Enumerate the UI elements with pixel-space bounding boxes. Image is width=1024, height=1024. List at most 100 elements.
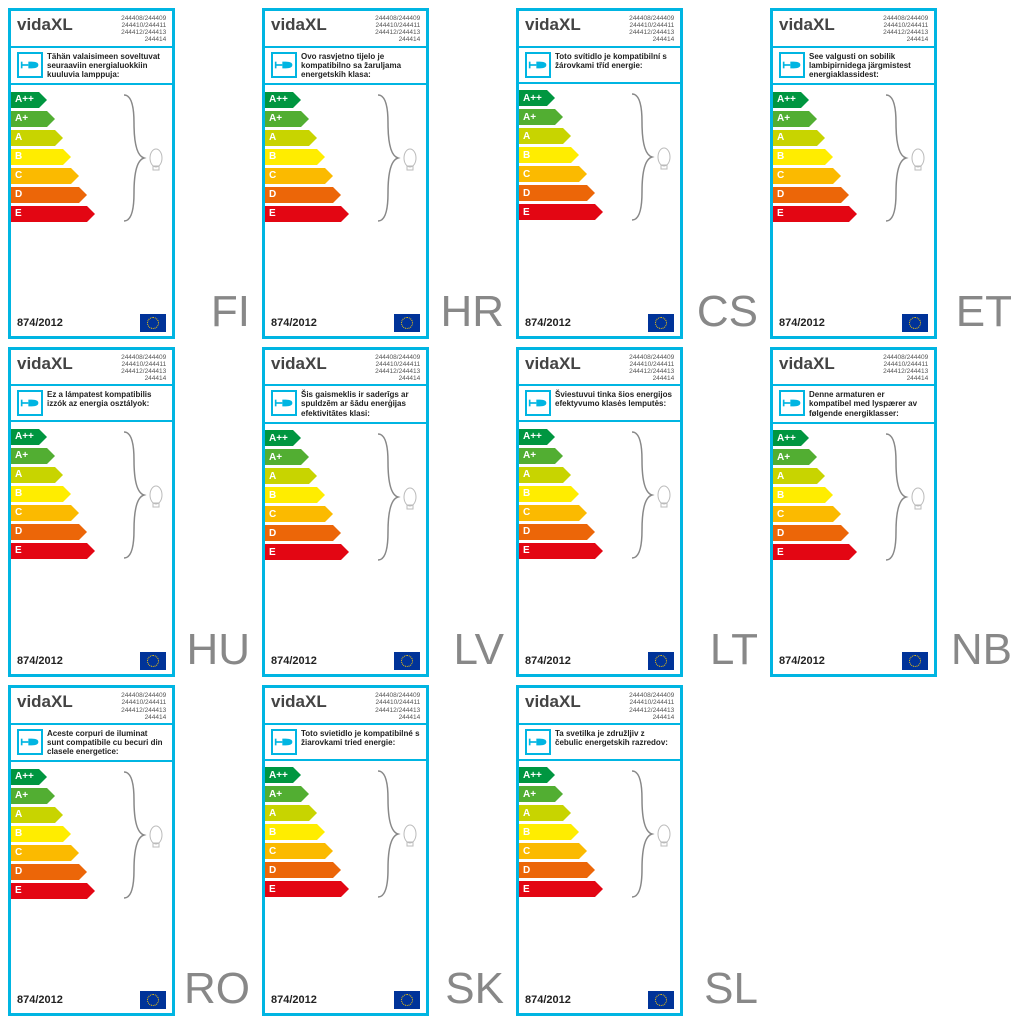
lamp-icon-box [525,729,551,755]
brand-name: vidaXL [779,15,835,44]
rating-arrow: A+ [773,111,809,127]
energy-label-card: vidaXL244408/244409244410/244411244412/2… [8,8,175,339]
brace-bulb-indicator [370,93,420,223]
rating-arrow-tip [809,449,817,465]
brace-bulb-indicator [116,770,166,900]
rating-brace [116,93,166,223]
rating-arrow-tip [87,206,95,222]
rating-arrow-tip [833,506,841,522]
rating-arrow: A [265,805,309,821]
brand-name: vidaXL [525,15,581,44]
lamp-icon-box [271,729,297,755]
lamp-icon-box [779,52,805,78]
rating-arrow: A+ [265,449,301,465]
rating-arrow-tip [79,864,87,880]
rating-arrow-tip [571,147,579,163]
rating-arrow-tip [563,467,571,483]
rating-arrow-tip [817,130,825,146]
rating-arrow-tip [309,468,317,484]
compatibility-text: Toto svietidlo je kompatibilné s žiarovk… [301,729,420,755]
eu-flag-icon [140,314,166,332]
rating-arrow: D [519,862,587,878]
rating-arrow-tip [55,467,63,483]
rating-arrow-tip [595,881,603,897]
energy-label-card: vidaXL244408/244409244410/244411244412/2… [8,347,175,678]
compatibility-text: Šviestuvui tinka šios energijos efektyvu… [555,390,674,416]
product-codes: 244408/244409244410/244411244412/2444132… [375,354,420,383]
rating-arrow: B [11,149,63,165]
energy-label-card: vidaXL244408/244409244410/244411244412/2… [770,347,937,678]
rating-arrow: E [265,881,341,897]
product-codes: 244408/244409244410/244411244412/2444132… [375,692,420,721]
regulation-number: 874/2012 [17,655,63,667]
rating-arrow-tip [325,843,333,859]
brace-bulb-indicator [116,93,166,223]
lamp-icon [274,734,294,750]
rating-arrow: E [11,206,87,222]
rating-arrow-tip [547,767,555,783]
rating-scale: A++A+ABCDE [265,85,426,312]
lamp-icon [20,395,40,411]
rating-arrow: A++ [265,92,293,108]
rating-arrow-tip [87,543,95,559]
eu-flag-icon [140,652,166,670]
brace-bulb-indicator [624,92,674,222]
rating-scale: A++A+ABCDE [773,85,934,312]
rating-arrow: C [265,506,325,522]
eu-flag-icon [648,314,674,332]
rating-arrow: D [11,187,79,203]
rating-arrow: A++ [11,92,39,108]
rating-arrow-tip [587,524,595,540]
rating-arrow: D [519,524,587,540]
energy-labels-grid: vidaXL 244408/244409244410/244411244412/2… [8,8,1016,1016]
product-codes: 244408/244409244410/244411244412/2444132… [629,15,674,44]
rating-arrow-tip [293,92,301,108]
rating-arrow-tip [809,111,817,127]
rating-arrow-tip [849,206,857,222]
rating-arrow-tip [39,769,47,785]
energy-label-card: vidaXL244408/244409244410/244411244412/2… [8,685,175,1016]
rating-arrow-tip [79,524,87,540]
brace-bulb-indicator [624,430,674,560]
rating-scale: A++A+ABCDE [265,761,426,989]
rating-arrow-tip [301,449,309,465]
rating-arrow: E [11,543,87,559]
product-codes: 244408/244409244410/244411244412/2444132… [375,15,420,44]
rating-arrow: B [11,826,63,842]
product-codes: 244408/244409244410/244411244412/2444132… [121,354,166,383]
rating-arrow-tip [301,786,309,802]
rating-arrow-tip [293,767,301,783]
label-cell: vidaXL244408/244409244410/244411244412/2… [8,8,254,339]
rating-arrow: A++ [773,92,801,108]
energy-label-card: vidaXL244408/244409244410/244411244412/2… [516,685,683,1016]
rating-scale: A++A+ABCDE [265,424,426,651]
lamp-icon-box [17,390,43,416]
label-cell: vidaXL 244408/244409244410/244411244412/2… [516,8,762,339]
rating-arrow-tip [555,109,563,125]
lamp-icon [782,57,802,73]
label-cell: vidaXL244408/244409244410/244411244412/2… [770,347,1016,678]
regulation-number: 874/2012 [525,655,571,667]
brace-bulb-indicator [878,93,928,223]
lamp-icon-box [271,52,297,78]
rating-arrow-tip [579,843,587,859]
rating-arrow: A+ [265,786,301,802]
rating-brace [116,770,166,900]
label-cell: vidaXL244408/244409244410/244411244412/2… [516,685,762,1016]
rating-arrow: C [11,505,71,521]
rating-arrow: B [265,149,317,165]
product-codes: 244408/244409244410/244411244412/2444132… [121,15,166,44]
rating-arrow-tip [587,862,595,878]
rating-arrow: A++ [519,429,547,445]
rating-arrow: A++ [265,430,293,446]
country-code: LT [710,625,758,675]
rating-arrow: A++ [11,769,39,785]
rating-arrow: E [773,544,849,560]
label-cell: vidaXL244408/244409244410/244411244412/2… [262,8,508,339]
rating-arrow-tip [47,448,55,464]
rating-arrow: E [519,204,595,220]
rating-arrow-tip [825,487,833,503]
country-code: LV [453,625,504,675]
rating-arrow: A+ [519,786,555,802]
regulation-number: 874/2012 [779,317,825,329]
